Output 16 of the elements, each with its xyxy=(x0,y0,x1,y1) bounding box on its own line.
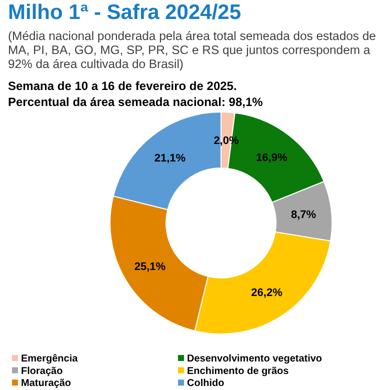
chart-subtitle: (Média nacional ponderada pela área total semeada dos estados de MA, PI, BA, GO, MG, SP, PR, SC e RS que juntos correspondem a 92% da área cultivada do Brasil) xyxy=(8,29,377,71)
data-label: 2,0% xyxy=(214,135,239,148)
data-label: 16,9% xyxy=(256,152,288,164)
legend-label: Maturação xyxy=(21,378,72,390)
legend-label: Floração xyxy=(21,366,63,377)
legend-label: Emergência xyxy=(21,354,78,364)
data-label: 26,2% xyxy=(251,287,283,300)
text: Semana de 10 a 16 de fevereiro de 2025. xyxy=(8,79,237,93)
data-label: 25,1% xyxy=(134,260,166,273)
chart-title: Milho 1ª - Safra 2024/25 xyxy=(8,1,242,25)
legend-label: Enchimento de grãos xyxy=(187,366,290,377)
text: Percentual da área semeada nacional: 98,1% xyxy=(8,95,263,109)
legend-label: Colhido xyxy=(187,378,224,390)
data-label: 21,1% xyxy=(154,152,186,164)
legend-label: Desenvolvimento vegetativo xyxy=(187,354,322,364)
data-label: 8,7% xyxy=(290,208,316,221)
